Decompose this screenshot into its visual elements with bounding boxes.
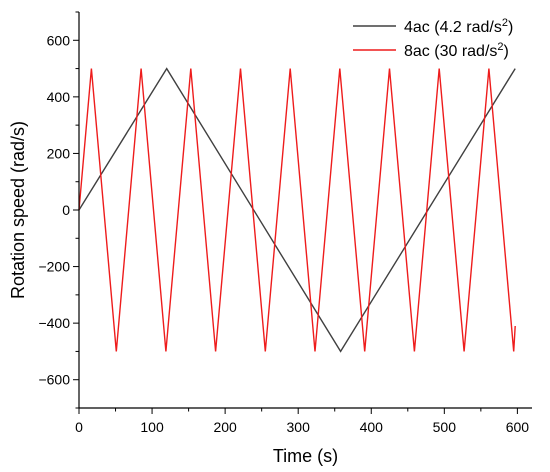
y-tick-label: 200 (47, 145, 71, 161)
legend-label-exponent: 2 (502, 17, 508, 29)
x-tick-label: 400 (360, 419, 384, 435)
y-tick-label: −200 (38, 259, 70, 275)
y-tick-label: −400 (38, 315, 70, 331)
plot-lines (78, 67, 516, 353)
legend-label-text: 4ac (4.2 rad/s (404, 19, 502, 36)
series-line-8ac (78, 68, 516, 352)
x-tick-label: 100 (140, 419, 164, 435)
x-axis-title: Time (s) (273, 446, 338, 466)
y-axis-title: Rotation speed (rad/s) (8, 121, 28, 299)
x-tick-label: 0 (75, 419, 83, 435)
x-tick-label: 500 (433, 419, 457, 435)
y-tick-label: −600 (38, 372, 70, 388)
legend-label-text: 8ac (30 rad/s (404, 43, 497, 60)
x-tick-label: 200 (213, 419, 237, 435)
x-tick-label: 600 (506, 419, 530, 435)
legend: 4ac (4.2 rad/s2)8ac (30 rad/s2) (353, 17, 513, 60)
y-tick-label: 600 (47, 32, 71, 48)
legend-label-suffix: ) (504, 43, 509, 60)
x-ticks: 0 100 200 300 400 500 600 (75, 408, 529, 435)
legend-label: 4ac (4.2 rad/s2) (404, 17, 513, 36)
y-ticks: −600 −400 −200 0 200 400 600 (38, 11, 79, 409)
legend-label: 8ac (30 rad/s2) (404, 41, 509, 60)
y-tick-label: 400 (47, 89, 71, 105)
y-tick-label: 0 (62, 202, 70, 218)
series-line-4ac (78, 67, 516, 353)
legend-label-suffix: ) (508, 19, 513, 36)
x-tick-label: 300 (287, 419, 311, 435)
legend-label-exponent: 2 (497, 41, 503, 53)
